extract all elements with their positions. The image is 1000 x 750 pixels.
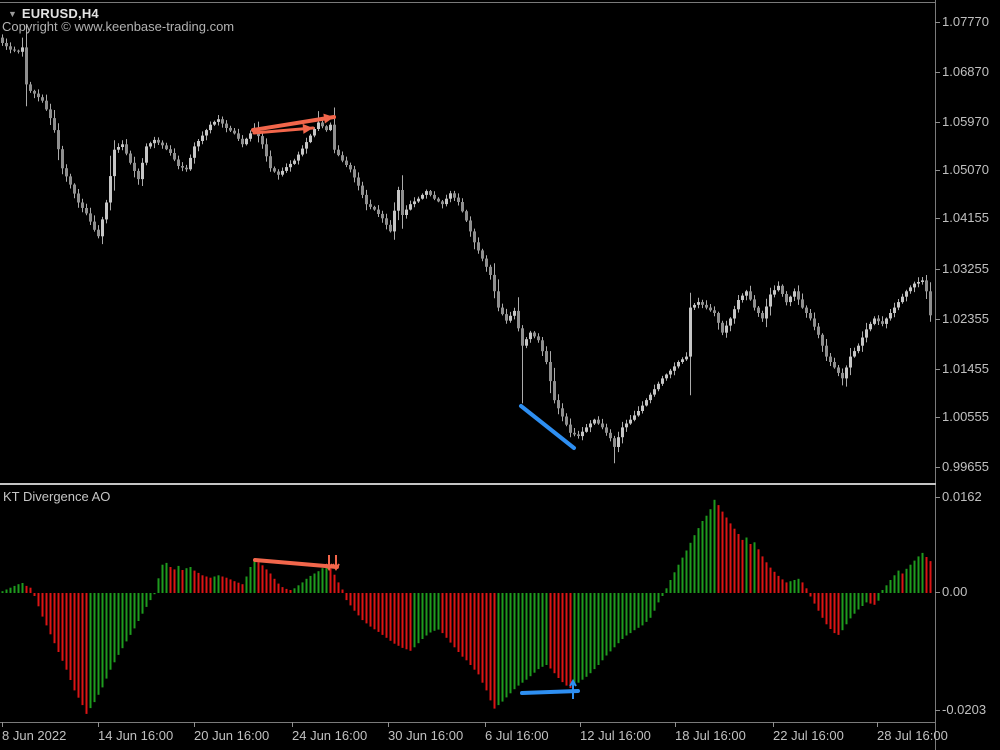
- axis-tick: [935, 497, 940, 498]
- price-axis-label: 1.03255: [942, 261, 989, 276]
- time-axis-label: 22 Jul 16:00: [773, 728, 844, 743]
- price-axis-label: 1.06870: [942, 64, 989, 79]
- axis-tick: [935, 369, 940, 370]
- panel-separator: [0, 483, 936, 485]
- symbol-dropdown-icon: ▼: [8, 9, 17, 19]
- axis-tick: [935, 710, 940, 711]
- indicator-name-label: KT Divergence AO: [3, 489, 111, 504]
- time-axis-label: 24 Jun 16:00: [292, 728, 368, 743]
- axis-tick: [935, 592, 940, 593]
- axis-tick: [935, 319, 940, 320]
- axis-tick: [935, 269, 940, 270]
- up-arrow-icon: [569, 679, 577, 699]
- time-axis[interactable]: 8 Jun 2022 14 Jun 16:00 20 Jun 16:00 24 Jun…: [0, 722, 948, 750]
- axis-tick: [935, 467, 940, 468]
- axis-tick: [98, 722, 99, 727]
- time-axis-label: 6 Jul 16:00: [485, 728, 549, 743]
- chart-top-border: [0, 2, 935, 3]
- axis-tick: [194, 722, 195, 727]
- indicator-axis-label: -0.0203: [942, 702, 987, 717]
- axis-tick: [935, 122, 940, 123]
- axis-tick: [935, 417, 940, 418]
- arrowhead-icon: [302, 123, 313, 134]
- time-axis-label: 14 Jun 16:00: [98, 728, 174, 743]
- arrowhead-icon: [323, 113, 334, 124]
- time-axis-label: 18 Jul 16:00: [675, 728, 746, 743]
- axis-left-border: [935, 0, 936, 750]
- bullish-divergence-line[interactable]: [520, 689, 580, 695]
- axis-tick: [935, 72, 940, 73]
- bullish-divergence-line[interactable]: [519, 404, 576, 450]
- price-axis-label: 1.02355: [942, 311, 989, 326]
- axis-tick: [485, 722, 486, 727]
- price-axis-label: 1.05070: [942, 162, 989, 177]
- copyright-label: Copyright © www.keenbase-trading.com: [2, 19, 235, 34]
- price-axis-label: 1.00555: [942, 409, 989, 424]
- indicator-canvas[interactable]: [0, 486, 935, 722]
- time-axis-label: 8 Jun 2022: [2, 728, 67, 743]
- axis-tick: [580, 722, 581, 727]
- indicator-axis-label: 0.00: [942, 584, 968, 599]
- axis-tick: [935, 22, 940, 23]
- time-axis-border: [0, 722, 936, 723]
- time-axis-label: 28 Jul 16:00: [877, 728, 948, 743]
- axis-tick: [388, 722, 389, 727]
- chart-header: ▼ EURUSD,H4: [8, 6, 99, 21]
- symbol-timeframe-label: EURUSD,H4: [21, 6, 99, 21]
- price-axis-label: 1.01455: [942, 361, 989, 376]
- time-axis-label: 12 Jul 16:00: [580, 728, 651, 743]
- time-axis-label: 20 Jun 16:00: [194, 728, 270, 743]
- axis-tick: [773, 722, 774, 727]
- axis-tick: [2, 722, 3, 727]
- price-axis-label: 1.05970: [942, 114, 989, 129]
- indicator-axis-label: 0.0162: [942, 489, 982, 504]
- down-arrow-icon: [325, 555, 333, 571]
- price-axis-label: 0.99655: [942, 459, 989, 474]
- axis-tick: [292, 722, 293, 727]
- time-axis-label: 30 Jun 16:00: [388, 728, 464, 743]
- price-axis-label: 1.04155: [942, 210, 989, 225]
- price-axis[interactable]: 1.07770 1.06870 1.05970 1.05070 1.04155 1.032…: [936, 0, 1000, 722]
- bearish-divergence-line[interactable]: [253, 558, 339, 569]
- axis-tick: [877, 722, 878, 727]
- axis-tick: [675, 722, 676, 727]
- bearish-divergence-line[interactable]: [251, 115, 336, 132]
- main-chart-canvas[interactable]: [0, 0, 935, 483]
- axis-tick: [935, 170, 940, 171]
- axis-tick: [935, 218, 940, 219]
- price-axis-label: 1.07770: [942, 14, 989, 29]
- down-arrow-icon: [332, 555, 340, 571]
